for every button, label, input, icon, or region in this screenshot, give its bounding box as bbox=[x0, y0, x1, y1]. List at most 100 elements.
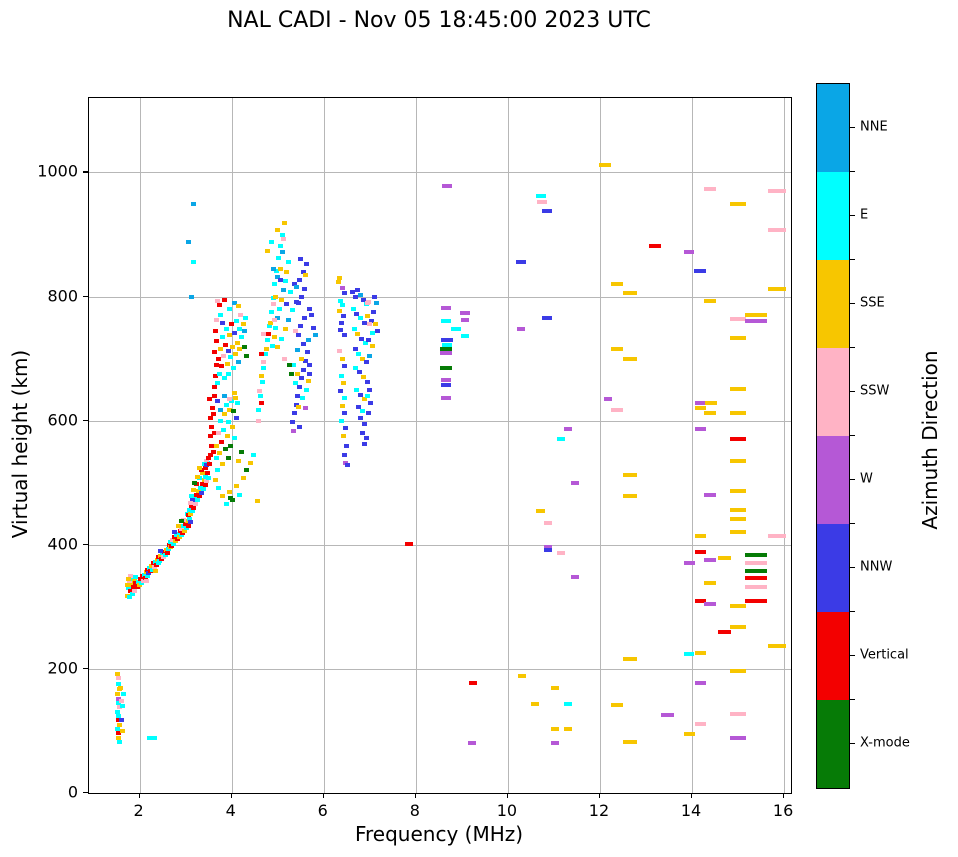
echo-point-vertical bbox=[266, 331, 272, 336]
echo-point-e bbox=[136, 580, 142, 585]
echo-point-sse bbox=[730, 624, 747, 629]
colorbar-boundary-tick bbox=[850, 171, 855, 173]
echo-point-vertical bbox=[177, 529, 183, 534]
y-tick-mark bbox=[83, 543, 88, 545]
echo-point-sse bbox=[233, 483, 239, 488]
echo-point-nnw bbox=[693, 268, 706, 273]
echo-point-nnw bbox=[302, 359, 308, 364]
echo-point-e bbox=[266, 324, 272, 329]
echo-point-ssw bbox=[365, 300, 371, 305]
echo-point-sse bbox=[234, 341, 240, 346]
echo-point-sse bbox=[611, 702, 624, 707]
echo-point-nnw bbox=[293, 402, 299, 407]
echo-point-sse bbox=[277, 266, 283, 271]
echo-point-x-mode bbox=[439, 365, 452, 370]
echo-point-vertical bbox=[222, 342, 228, 347]
echo-point-sse bbox=[550, 686, 559, 691]
echo-point-sse bbox=[119, 728, 125, 733]
y-gridline bbox=[89, 172, 791, 174]
echo-point-vertical bbox=[180, 530, 186, 535]
echo-point-w bbox=[441, 184, 452, 189]
echo-point-e bbox=[263, 351, 269, 356]
echo-point-e bbox=[341, 396, 347, 401]
echo-point-e bbox=[144, 573, 150, 578]
x-tick-mark bbox=[138, 793, 140, 798]
echo-point-ssw bbox=[127, 573, 133, 578]
x-gridline bbox=[323, 98, 325, 793]
colorbar-boundary-tick bbox=[850, 611, 855, 613]
echo-point-e bbox=[188, 494, 194, 499]
echo-point-vertical bbox=[212, 393, 218, 398]
echo-point-nnw bbox=[363, 436, 369, 441]
y-tick-label: 800 bbox=[47, 286, 78, 306]
echo-point-e bbox=[277, 243, 283, 248]
echo-point-sse bbox=[143, 570, 149, 575]
echo-point-sse bbox=[263, 347, 269, 352]
echo-point-e bbox=[127, 594, 132, 599]
echo-point-nne bbox=[286, 318, 292, 323]
echo-point-sse bbox=[704, 580, 717, 585]
x-tick-mark bbox=[322, 793, 324, 798]
echo-point-e bbox=[138, 581, 144, 586]
echo-point-sse bbox=[230, 424, 236, 429]
echo-point-nnw bbox=[361, 442, 367, 447]
echo-point-e bbox=[116, 740, 122, 745]
echo-point-nne bbox=[358, 293, 364, 298]
echo-point-sse bbox=[214, 443, 220, 448]
echo-point-vertical bbox=[717, 629, 731, 634]
echo-point-vertical bbox=[138, 576, 144, 581]
echo-point-vertical bbox=[258, 351, 264, 356]
colorbar-tick bbox=[850, 215, 855, 217]
echo-point-e bbox=[269, 239, 275, 244]
echo-point-e bbox=[231, 436, 237, 441]
echo-point-sse bbox=[717, 555, 731, 560]
y-tick-label: 1000 bbox=[37, 161, 78, 181]
echo-point-sse bbox=[337, 275, 343, 280]
echo-point-nnw bbox=[341, 290, 347, 295]
echo-point-sse bbox=[550, 727, 559, 732]
echo-point-vertical bbox=[130, 584, 136, 589]
echo-point-e bbox=[239, 334, 245, 339]
echo-point-w bbox=[460, 317, 469, 322]
echo-point-sse bbox=[339, 356, 345, 361]
echo-point-sse bbox=[131, 578, 137, 583]
echo-point-nnw bbox=[225, 349, 231, 354]
echo-point-nnw bbox=[344, 443, 350, 448]
colorbar-tick bbox=[850, 743, 855, 745]
colorbar bbox=[816, 83, 850, 789]
chart-title: NAL CADI - Nov 05 18:45:00 2023 UTC bbox=[227, 8, 651, 33]
echo-point-vertical bbox=[211, 412, 217, 417]
echo-point-sse bbox=[149, 563, 155, 568]
echo-point-ssw bbox=[694, 722, 706, 727]
echo-point-x-mode bbox=[289, 371, 295, 376]
echo-point-nnw bbox=[370, 310, 376, 315]
echo-point-sse bbox=[231, 390, 237, 395]
echo-point-e bbox=[217, 371, 223, 376]
echo-point-e bbox=[115, 701, 121, 706]
echo-point-e bbox=[282, 279, 288, 284]
x-tick-label: 2 bbox=[133, 801, 144, 820]
colorbar-tick bbox=[850, 391, 855, 393]
echo-point-ssw bbox=[768, 227, 787, 232]
echo-point-ssw bbox=[170, 537, 176, 542]
echo-point-vertical bbox=[127, 589, 133, 594]
echo-point-nnw bbox=[361, 320, 367, 325]
echo-point-sse bbox=[730, 459, 747, 463]
echo-point-nnw bbox=[311, 325, 317, 330]
echo-point-nnw bbox=[291, 411, 297, 416]
echo-point-nnw bbox=[542, 316, 553, 321]
echo-point-nnw bbox=[299, 294, 305, 299]
colorbar-tick bbox=[850, 479, 855, 481]
echo-point-ssw bbox=[255, 418, 261, 423]
echo-point-x-mode bbox=[228, 496, 234, 501]
echo-point-sse bbox=[115, 671, 121, 676]
x-tick-mark bbox=[506, 793, 509, 798]
echo-point-sse bbox=[275, 345, 281, 350]
echo-point-nnw bbox=[357, 370, 363, 375]
colorbar-segment-sse bbox=[817, 260, 849, 348]
echo-point-w bbox=[704, 557, 717, 562]
x-tick-label: 8 bbox=[409, 801, 420, 820]
echo-point-sse bbox=[232, 351, 238, 356]
echo-point-sse bbox=[187, 511, 193, 516]
echo-point-nne bbox=[186, 239, 192, 244]
